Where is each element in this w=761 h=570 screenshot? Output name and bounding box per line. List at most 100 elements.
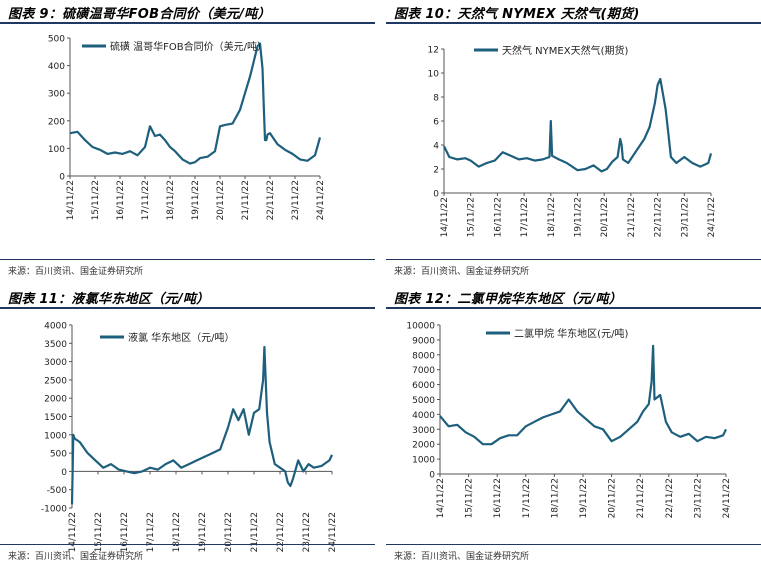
x-tick-label: 18/11/22: [172, 512, 182, 552]
y-tick-label: 3500: [44, 340, 67, 350]
x-tick-label: 14/11/22: [66, 180, 76, 220]
y-tick-label: 6000: [412, 381, 435, 391]
y-tick-label: 0: [433, 190, 439, 200]
y-tick-label: 12: [428, 46, 439, 56]
x-tick-label: 14/11/22: [436, 478, 446, 518]
y-tick-label: 500: [48, 35, 65, 45]
x-tick-label: 16/11/22: [116, 180, 126, 220]
y-tick-label: 4000: [44, 322, 67, 332]
x-tick-label: 23/11/22: [680, 197, 690, 237]
legend-label: 天然气 NYMEX天然气(期货): [502, 44, 628, 57]
chart-title: 图表 11：液氯华东地区（元/吨）: [8, 292, 210, 307]
legend-label: 硫磺 温哥华FOB合同价（美元/吨）: [110, 40, 267, 53]
y-tick-label: 100: [48, 145, 65, 155]
y-tick-label: 10000: [406, 322, 435, 332]
y-tick-label: 10: [428, 70, 440, 80]
y-tick-label: 5000: [412, 396, 435, 406]
series-line: [70, 345, 333, 505]
y-tick-label: 0: [59, 173, 65, 183]
y-tick-label: 4000: [412, 411, 435, 421]
title-rule: [0, 22, 375, 24]
x-tick-label: 17/11/22: [146, 512, 156, 552]
x-tick-label: 22/11/22: [276, 512, 286, 552]
sulfur-price-chart: 0 100 200 300 400 500 14/11/22 15/11/22 16/11/22…: [48, 35, 326, 221]
x-tick-label: 20/11/22: [600, 197, 610, 237]
x-tick-label: 21/11/22: [241, 180, 251, 220]
x-tick-label: 19/11/22: [579, 478, 589, 518]
x-tick-label: 14/11/22: [68, 512, 78, 552]
x-tick-label: 16/11/22: [493, 478, 503, 518]
x-tick-label: 21/11/22: [250, 512, 260, 552]
y-tick-label: 500: [50, 450, 67, 460]
x-tick-label: 18/11/22: [550, 478, 560, 518]
x-tick-label: 15/11/22: [467, 197, 477, 237]
y-tick-label: 1000: [412, 456, 435, 466]
dichloromethane-chart: 0 1000 2000 3000 4000 5000 6000 7000 8000 9000 100…: [406, 322, 732, 519]
y-tick-label: 8000: [412, 351, 435, 361]
chart-panel-sulfur: 图表 9：硫磺温哥华FOB合同价（美元/吨） 0 100 200 300 400 500 1…: [0, 0, 375, 285]
x-tick-label: 17/11/22: [141, 180, 151, 220]
x-tick-label: 16/11/22: [493, 197, 503, 237]
chart-title: 图表 9：硫磺温哥华FOB合同价（美元/吨）: [8, 7, 271, 22]
y-tick-label: 3000: [44, 358, 67, 368]
x-tick-label: 14/11/22: [440, 197, 450, 237]
y-tick-label: 1000: [44, 431, 67, 441]
y-tick-label: 2000: [44, 395, 67, 405]
series-line: [439, 344, 727, 446]
series-line: [69, 42, 322, 165]
chart-title: 图表 10：天然气 NYMEX 天然气(期货): [394, 7, 640, 22]
x-tick-label: 19/11/22: [574, 197, 584, 237]
x-tick-label: 19/11/22: [198, 512, 208, 552]
y-tick-label: 4: [433, 142, 439, 152]
chart-panel-liquid-chlorine: 图表 11：液氯华东地区（元/吨） -1000 -500 0 500 1000 1500 2…: [0, 285, 375, 570]
x-tick-label: 15/11/22: [94, 512, 104, 552]
x-tick-label: 22/11/22: [266, 180, 276, 220]
chart-title: 图表 12：二氯甲烷华东地区（元/吨）: [394, 292, 623, 307]
source-rule: [386, 544, 761, 545]
y-tick-label: 7000: [412, 366, 435, 376]
x-tick-label: 21/11/22: [627, 197, 637, 237]
x-tick-label: 22/11/22: [665, 478, 675, 518]
y-tick-label: 6: [433, 118, 439, 128]
x-tick-label: 20/11/22: [608, 478, 618, 518]
x-tick-label: 24/11/22: [328, 512, 338, 552]
liquid-chlorine-chart: -1000 -500 0 500 1000 1500 2000 2500 3000 3500 400…: [41, 322, 338, 553]
x-tick-label: 24/11/22: [707, 197, 717, 237]
x-tick-label: 24/11/22: [316, 180, 326, 220]
series-line: [443, 77, 713, 173]
x-tick-label: 17/11/22: [520, 197, 530, 237]
source-note: 来源：百川资讯、国金证券研究所: [8, 552, 144, 562]
y-tick-label: 0: [429, 471, 435, 481]
y-tick-label: 2000: [412, 441, 435, 451]
x-tick-label: 19/11/22: [191, 180, 201, 220]
source-rule: [0, 259, 375, 260]
y-tick-label: 3000: [412, 426, 435, 436]
x-tick-label: 20/11/22: [224, 512, 234, 552]
x-tick-label: 22/11/22: [654, 197, 664, 237]
source-note: 来源：百川资讯、国金证券研究所: [394, 552, 530, 562]
y-tick-label: -500: [47, 486, 68, 496]
y-tick-label: 400: [48, 62, 65, 72]
title-rule: [0, 307, 375, 309]
natural-gas-chart: 0 2 4 6 8 10 12 14/11/22 15/11/22 16/11/22 17/11/2…: [428, 44, 717, 237]
legend-label: 二氯甲烷 华东地区(元/吨): [514, 327, 628, 340]
y-tick-label: 0: [61, 468, 67, 478]
x-tick-label: 23/11/22: [302, 512, 312, 552]
x-tick-label: 15/11/22: [465, 478, 475, 518]
y-tick-label: 200: [48, 117, 65, 127]
source-note: 来源：百川资讯、国金证券研究所: [8, 267, 144, 277]
x-tick-label: 23/11/22: [693, 478, 703, 518]
x-tick-label: 20/11/22: [216, 180, 226, 220]
source-rule: [0, 544, 375, 545]
y-tick-label: 2500: [44, 376, 67, 386]
y-tick-label: 1500: [44, 413, 67, 423]
x-tick-label: 16/11/22: [120, 512, 130, 552]
chart-panel-dichloromethane: 图表 12：二氯甲烷华东地区（元/吨） 0 1000 2000 3000 4000 500…: [386, 285, 761, 570]
x-tick-label: 15/11/22: [91, 180, 101, 220]
y-tick-label: 2: [433, 166, 439, 176]
y-tick-label: 300: [48, 90, 65, 100]
title-rule: [386, 307, 761, 309]
source-note: 来源：百川资讯、国金证券研究所: [394, 267, 530, 277]
legend-label: 液氯 华东地区（元/吨）: [128, 331, 235, 344]
y-tick-label: 8: [433, 94, 439, 104]
